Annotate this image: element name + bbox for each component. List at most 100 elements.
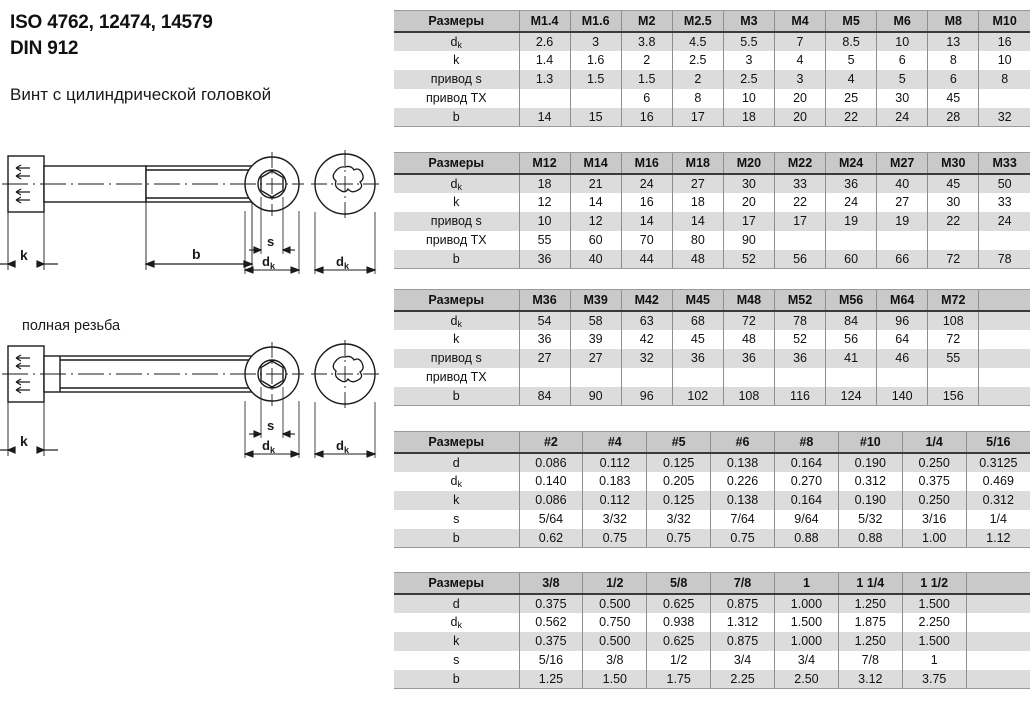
cell: 0.375 (518, 593, 583, 613)
cell: 20 (722, 192, 775, 212)
row-label: b (394, 249, 519, 269)
cell: 16 (620, 107, 673, 127)
cell: 0.500 (582, 631, 647, 651)
table-row: привод s 10 12 14 14 17 17 19 19 22 24 (394, 211, 1030, 231)
cell: 48 (671, 249, 724, 269)
dim-s-label-1: s (267, 234, 274, 249)
cell: 21 (569, 173, 622, 193)
table-1-col-header-3: M2 (620, 10, 673, 33)
cell: 7 (773, 31, 826, 51)
table-4-label-header: Размеры (394, 431, 519, 454)
dim-dk-label-hex-2: dk (262, 438, 276, 455)
row-label: dk (394, 31, 519, 51)
cell: 1.000 (774, 631, 839, 651)
cell: 1.250 (837, 593, 903, 613)
cell: 96 (620, 386, 673, 406)
cell: 0.88 (774, 528, 839, 548)
cell: 68 (671, 310, 724, 330)
cell (620, 367, 673, 387)
cell: 10 (876, 31, 928, 51)
cell (927, 230, 979, 250)
cell: 1/4 (965, 509, 1030, 529)
cell: 0.112 (582, 490, 647, 510)
cell: 8.5 (825, 31, 877, 51)
table-1-col-header-10: M10 (978, 10, 1030, 33)
cell: 12 (518, 192, 571, 212)
cell: 0.3125 (965, 452, 1030, 472)
table-row: dk 18 21 24 27 30 33 36 40 45 50 (394, 173, 1030, 193)
cell: 17 (773, 211, 826, 231)
cell (722, 367, 775, 387)
cell: 0.226 (710, 471, 775, 491)
cell (978, 367, 1030, 387)
cell: 36 (722, 348, 775, 368)
title-block: ISO 4762, 12474, 14579 DIN 912 (0, 0, 390, 62)
cell (569, 88, 622, 108)
cell (965, 612, 1030, 632)
cell: 6 (927, 69, 979, 89)
cell: 41 (825, 348, 877, 368)
cell: 1.875 (837, 612, 903, 632)
cell: 2.6 (518, 31, 571, 51)
cell: 78 (978, 249, 1030, 269)
table-row: s 5/16 3/8 1/2 3/4 3/4 7/8 1 (394, 650, 1030, 670)
cell: 72 (927, 329, 979, 349)
cell: 2.5 (722, 69, 775, 89)
cell: 30 (876, 88, 928, 108)
table-5-col-header-6: 1 1/4 (837, 572, 903, 595)
cell: 0.88 (837, 528, 903, 548)
table-row: dk 0.562 0.750 0.938 1.312 1.500 1.875 2.250 (394, 612, 1030, 632)
cell: 1.000 (774, 593, 839, 613)
cell: 27 (569, 348, 622, 368)
cell: 0.250 (901, 452, 967, 472)
table-3-col-header-3: M42 (620, 289, 673, 312)
dim-s-label-2: s (267, 418, 274, 433)
cell: 36 (825, 173, 877, 193)
table-2-col-header-8: M27 (876, 152, 928, 175)
cell: 5/16 (518, 650, 583, 670)
cell: 60 (569, 230, 622, 250)
cell: 0.086 (518, 490, 583, 510)
table-4-col-header-4: #6 (710, 431, 775, 454)
cell: 1.00 (901, 528, 967, 548)
table-4-col-header-1: #2 (518, 431, 583, 454)
cell: 19 (876, 211, 928, 231)
cell: 39 (569, 329, 622, 349)
cell (773, 367, 826, 387)
cell (978, 329, 1030, 349)
cell: 36 (518, 329, 571, 349)
cell (773, 230, 826, 250)
table-5-col-header-2: 1/2 (582, 572, 647, 595)
cell: 36 (518, 249, 571, 269)
cell: 4 (825, 69, 877, 89)
cell: 32 (620, 348, 673, 368)
cell: 32 (978, 107, 1030, 127)
cell: 5/64 (518, 509, 583, 529)
cell: 0.164 (774, 490, 839, 510)
cell (978, 348, 1030, 368)
cell: 22 (927, 211, 979, 231)
cell: 54 (518, 310, 571, 330)
cell: 3/4 (710, 650, 775, 670)
row-label: b (394, 528, 519, 548)
table-row: dk 0.140 0.183 0.205 0.226 0.270 0.312 0.375 0.4… (394, 471, 1030, 491)
cell: 0.140 (518, 471, 583, 491)
cell (978, 230, 1030, 250)
cell: 2 (671, 69, 724, 89)
cell: 0.250 (901, 490, 967, 510)
table-1-col-header-9: M8 (927, 10, 979, 33)
cell: 0.469 (965, 471, 1030, 491)
table-row: b 36 40 44 48 52 56 60 66 72 78 (394, 249, 1030, 269)
cell: 1.50 (582, 669, 647, 689)
cell: 0.270 (774, 471, 839, 491)
cell: 18 (671, 192, 724, 212)
table-2-col-header-3: M16 (620, 152, 673, 175)
cell: 72 (722, 310, 775, 330)
table-4-col-header-5: #8 (774, 431, 839, 454)
cell: 1.500 (774, 612, 839, 632)
row-label: d (394, 452, 519, 472)
cell (876, 230, 928, 250)
cell: 27 (518, 348, 571, 368)
cell: 156 (927, 386, 979, 406)
cell: 24 (825, 192, 877, 212)
